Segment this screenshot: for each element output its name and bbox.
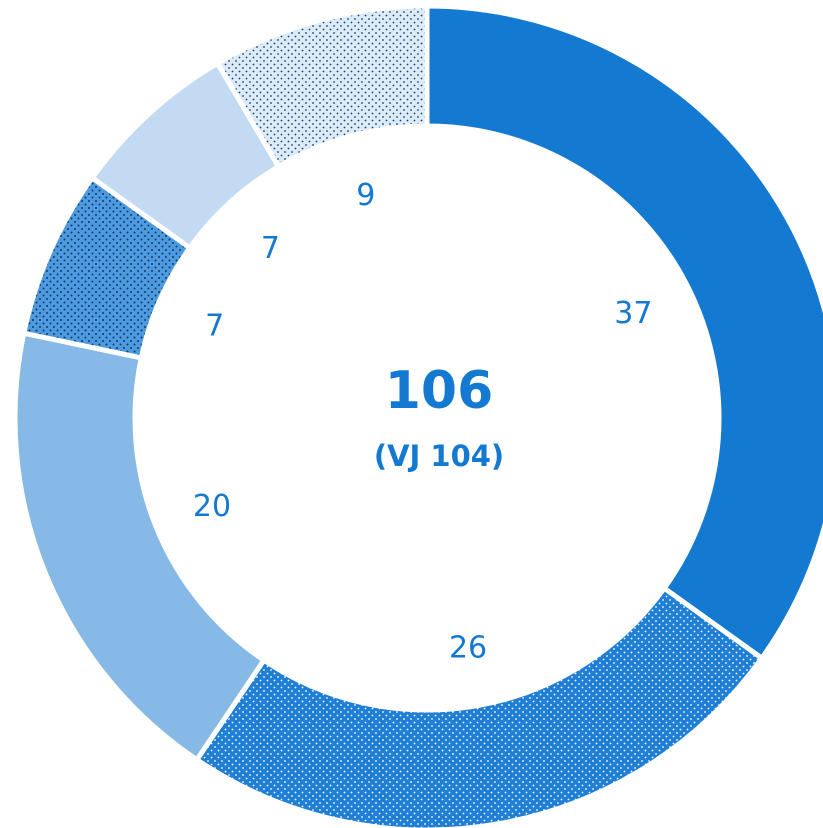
slice-labels: 37 26 20 7 7 9	[193, 178, 653, 665]
center-total-value: 106	[385, 361, 494, 421]
slice-label-2: 26	[449, 630, 487, 665]
slice-label-3: 20	[193, 489, 231, 524]
donut-slice-1	[424, 3, 823, 662]
slice-label-4: 7	[205, 308, 224, 343]
slice-label-6: 9	[356, 178, 375, 213]
donut-slice-2	[193, 584, 766, 828]
slice-label-5: 7	[261, 231, 280, 266]
slice-label-1: 37	[614, 296, 652, 331]
donut-slices	[12, 3, 823, 828]
donut-slice-6	[214, 3, 430, 170]
donut-center: 106 (VJ 104)	[374, 361, 504, 473]
donut-slice-3	[12, 330, 268, 764]
center-comparison-value: (VJ 104)	[374, 439, 504, 473]
